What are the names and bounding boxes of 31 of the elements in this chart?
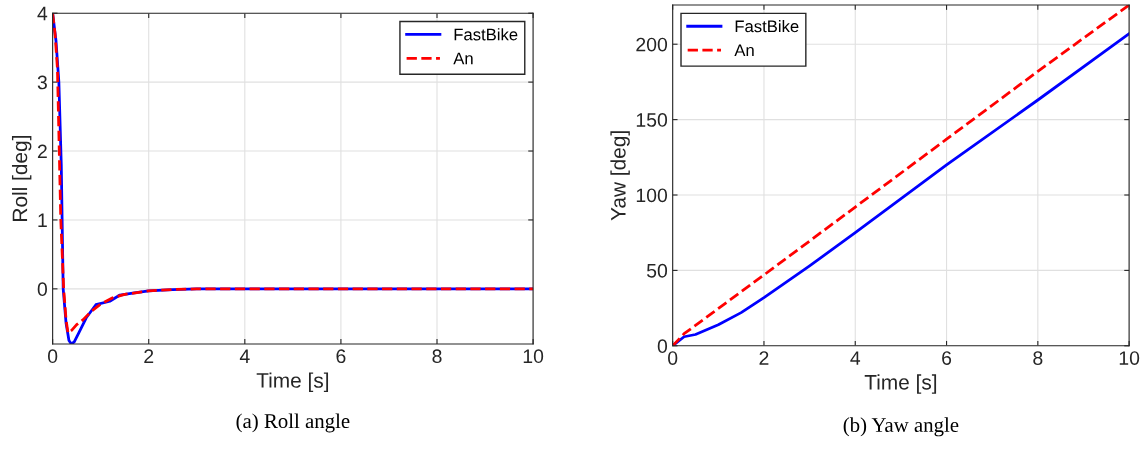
- y-axis-title: Roll [deg]: [11, 136, 32, 221]
- x-axis-title: Time [s]: [256, 372, 329, 392]
- legend-label: FastBike: [454, 28, 518, 41]
- y-tick-label: 100: [636, 188, 668, 203]
- y-tick-label: 0: [37, 282, 47, 297]
- x-tick-label: 0: [668, 351, 678, 365]
- x-tick-label: 6: [336, 349, 346, 364]
- y-tick-label: 4: [37, 6, 48, 21]
- x-tick-label: 10: [1119, 351, 1140, 365]
- legend-label: An: [453, 52, 473, 65]
- x-tick-label: 0: [47, 349, 58, 364]
- y-axis-title: Yaw [deg]: [610, 131, 630, 221]
- legend-label: An: [734, 44, 754, 56]
- y-tick-label: 150: [636, 113, 668, 127]
- x-axis-title: Time [s]: [864, 374, 937, 394]
- y-tick-label: 3: [37, 75, 47, 90]
- x-tick-label: 8: [432, 349, 442, 364]
- text: (b) Yaw angle: [843, 417, 959, 437]
- x-tick-label: 4: [850, 351, 861, 365]
- y-tick-label: 50: [646, 263, 668, 278]
- text: (a) Roll angle: [236, 413, 350, 433]
- x-tick-label: 6: [942, 351, 952, 365]
- y-tick-label: 1: [38, 213, 47, 227]
- x-tick-label: 2: [144, 349, 154, 363]
- x-tick-label: 4: [239, 349, 250, 363]
- legend-label: FastBike: [735, 20, 799, 33]
- x-tick-label: 8: [1033, 351, 1043, 365]
- y-tick-label: 200: [636, 37, 668, 52]
- x-tick-label: 10: [523, 349, 544, 364]
- x-tick-label: 2: [759, 351, 769, 365]
- y-tick-label: 2: [37, 144, 47, 159]
